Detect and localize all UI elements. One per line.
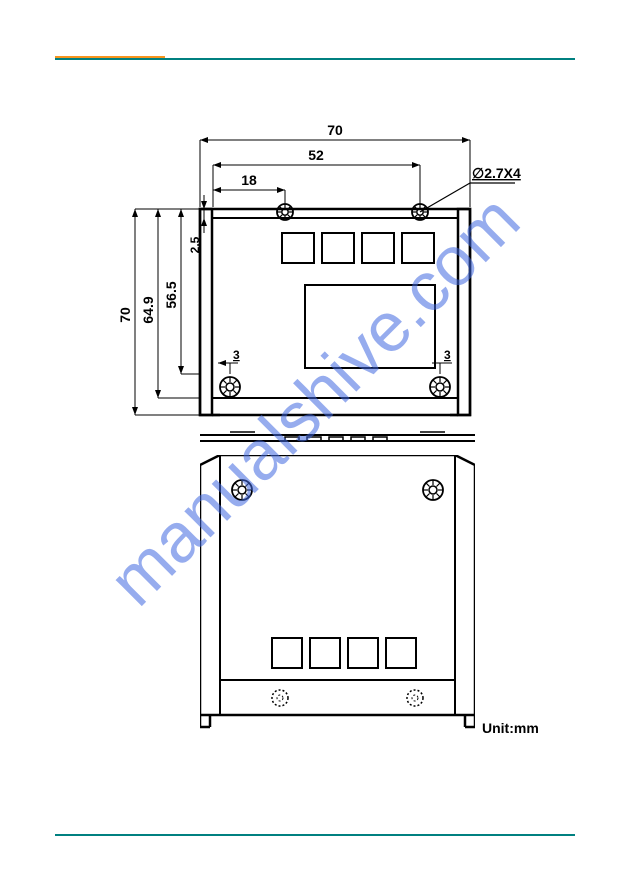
dim-52-label: 52 <box>308 147 324 163</box>
drawing-top-view: 70 52 18 ∅2.7X4 70 64.9 <box>100 115 530 425</box>
dim-18: 18 <box>213 172 285 207</box>
holes-top <box>232 480 443 706</box>
big-window <box>305 285 435 368</box>
dim-56-5: 56.5 <box>163 209 200 374</box>
small-slots <box>282 233 434 263</box>
slots-4 <box>272 638 416 668</box>
drawing-bottom-view <box>200 455 475 735</box>
dim-70-label: 70 <box>327 122 343 138</box>
dim-70h-label: 70 <box>117 307 133 323</box>
page-border-bottom <box>55 834 575 836</box>
page-border-top <box>55 58 575 60</box>
hole-callout-label: ∅2.7X4 <box>472 165 521 181</box>
dim-3r-label: 3 <box>444 348 451 362</box>
dim-3-left: 3 <box>218 348 240 374</box>
dim-649-label: 64.9 <box>140 296 156 323</box>
unit-label: Unit:mm <box>482 720 539 736</box>
dim-18-label: 18 <box>241 172 257 188</box>
dim-2-5: 2.5 <box>188 195 207 253</box>
dim-3l-label: 3 <box>233 348 240 362</box>
drawing-side-strip <box>200 428 475 448</box>
dim-565-label: 56.5 <box>163 281 179 308</box>
mounting-holes-bottom <box>220 377 450 397</box>
